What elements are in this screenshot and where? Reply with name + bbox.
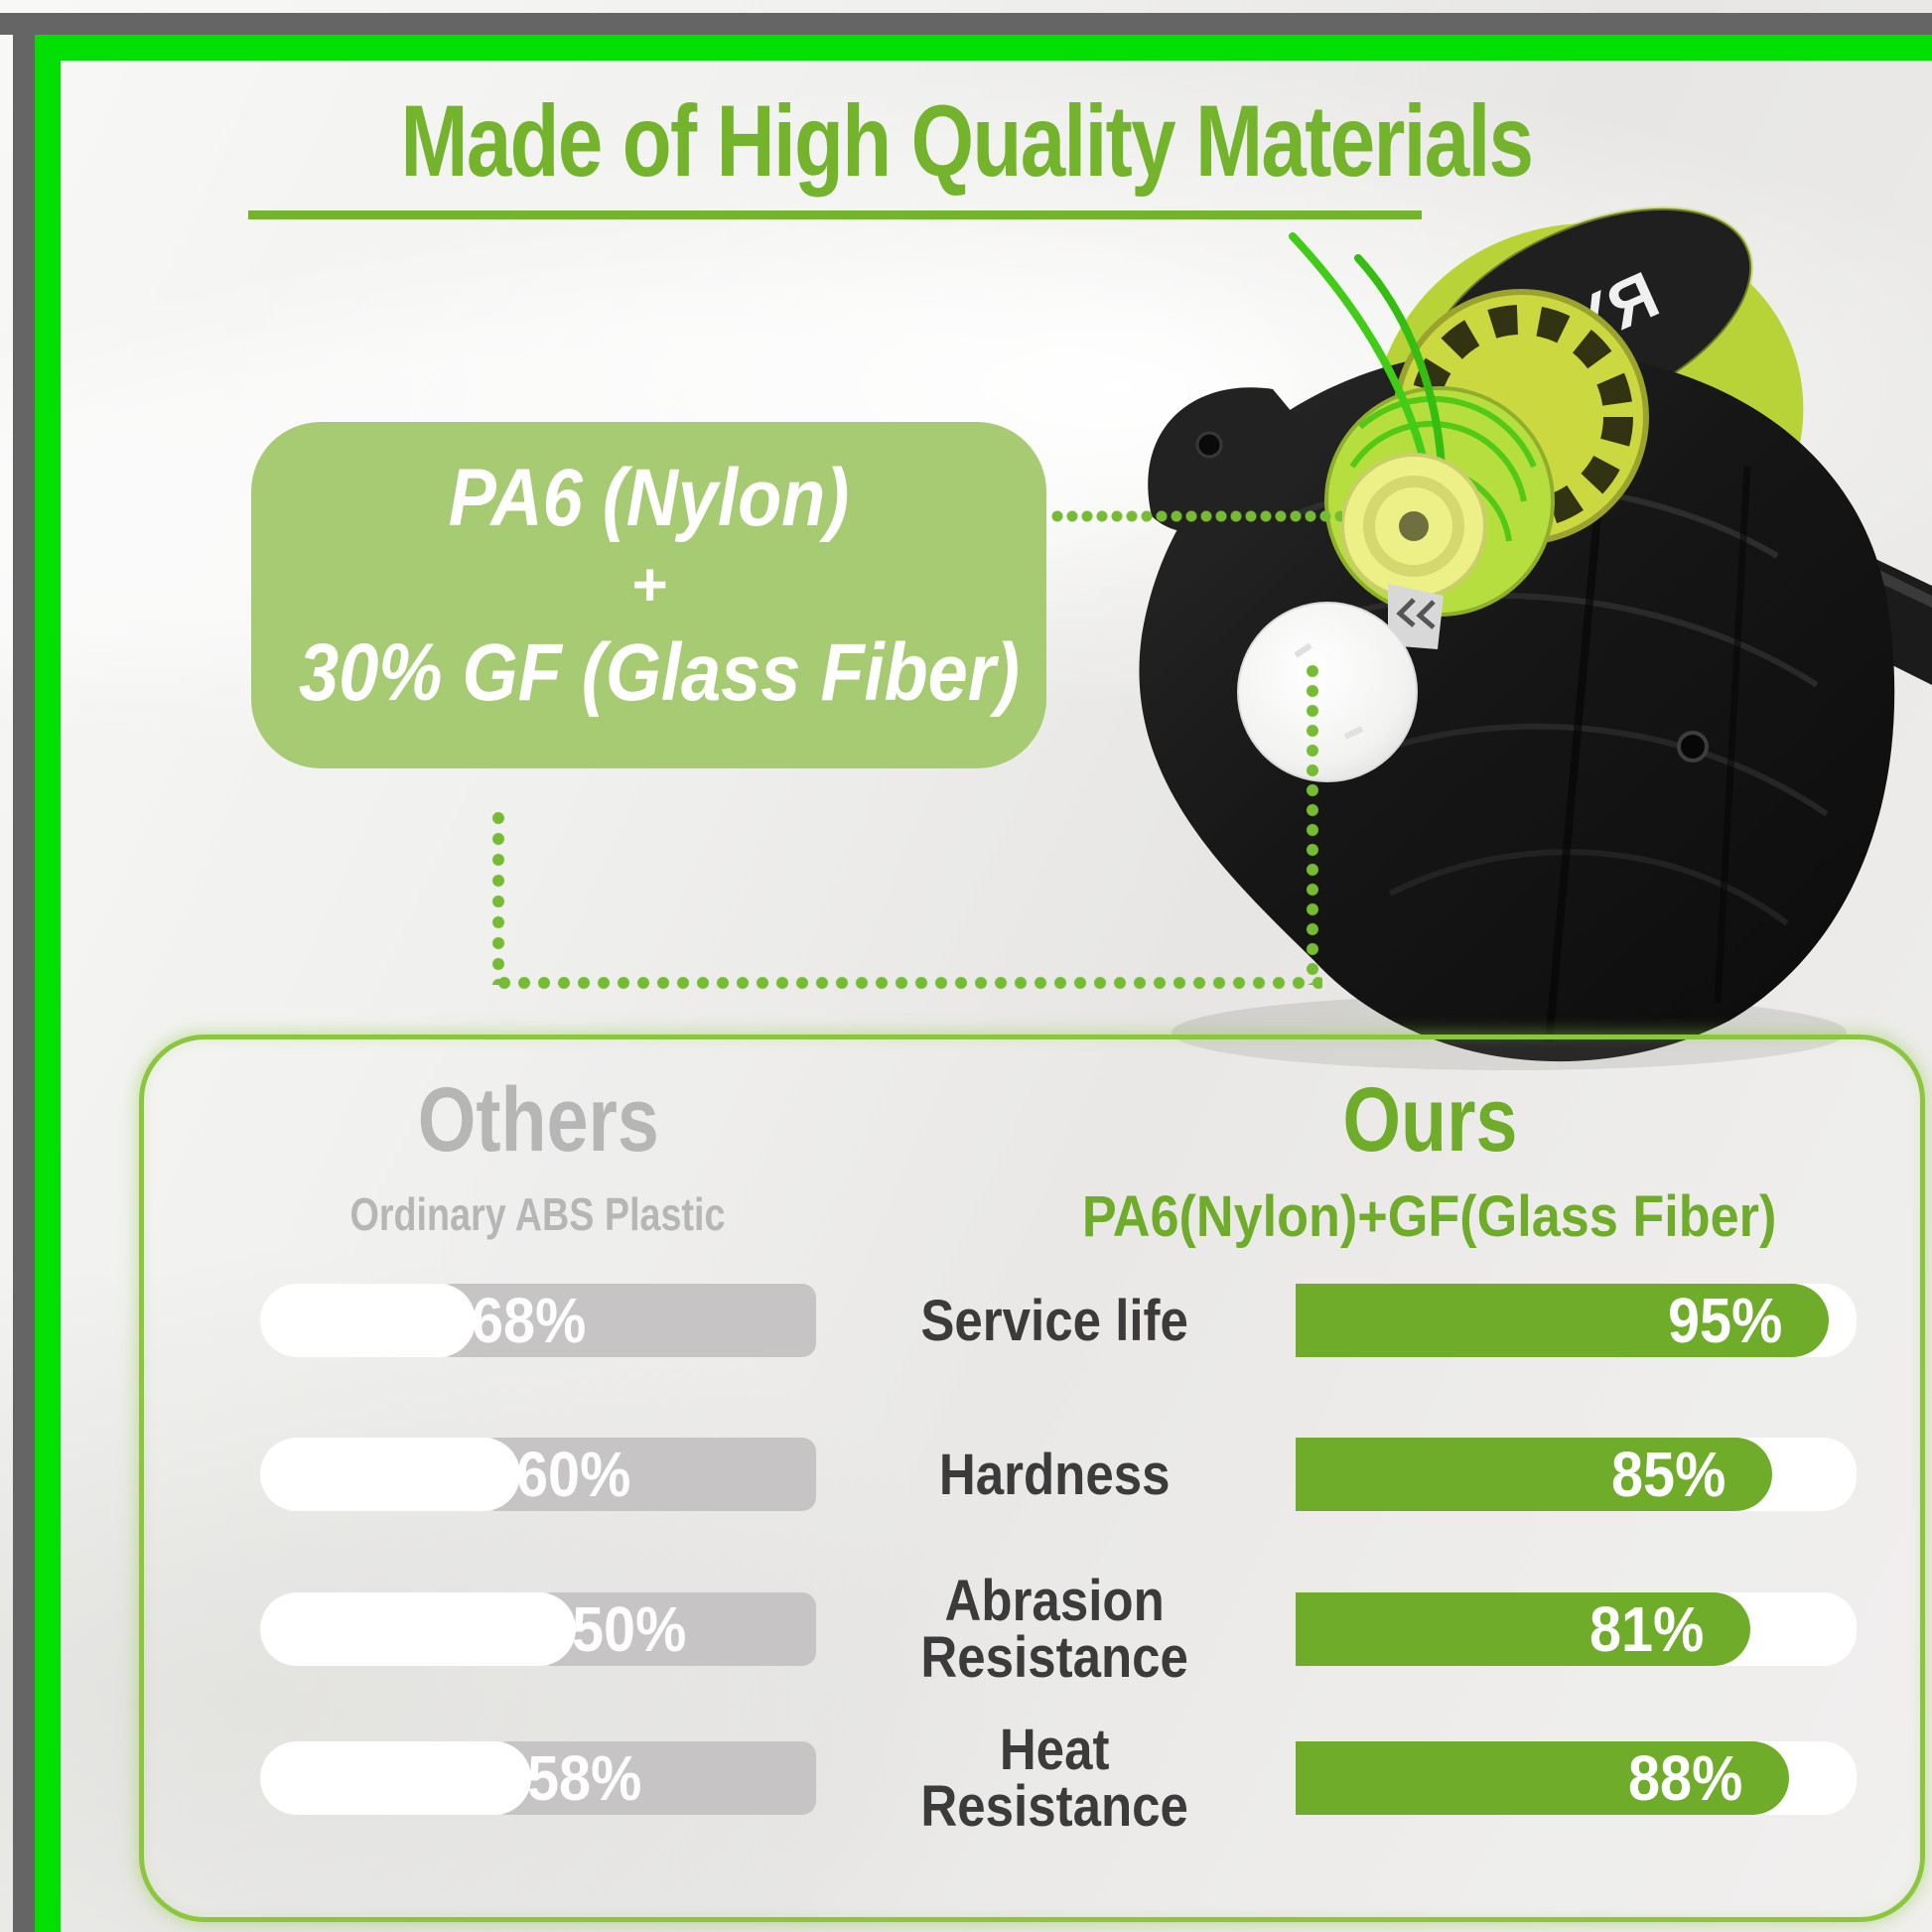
ours-bar-fill: 81%: [1296, 1592, 1750, 1666]
ours-header: Ours: [1152, 1068, 1708, 1173]
spool-cap-ring: [1363, 476, 1464, 577]
others-header-text: Others: [417, 1069, 659, 1171]
others-bar-cap: [260, 1284, 476, 1357]
white-cap-tab: [1388, 584, 1444, 649]
others-bar-value: 60%: [516, 1439, 631, 1510]
comparison-row: 60% Hardness 85%: [0, 1438, 1932, 1511]
comparison-row: 68% Service life 95%: [0, 1284, 1932, 1357]
ours-bar-fill: 88%: [1296, 1741, 1789, 1815]
ours-bar-value: 81%: [1588, 1593, 1705, 1665]
ours-bar-value: 85%: [1610, 1439, 1726, 1510]
row-label: Abrasion Resistance: [816, 1571, 1293, 1688]
callout-line-1: PA6 (Nylon): [448, 453, 850, 543]
dotted-connector-left-vertical: [490, 808, 506, 985]
others-bar-value: 50%: [572, 1593, 687, 1665]
callout-plus: +: [630, 551, 667, 620]
guard-screw: [1677, 731, 1709, 762]
ours-bar-fill: 85%: [1296, 1438, 1772, 1511]
cap-chevrons-icon: [1396, 598, 1436, 629]
row-label-text: Heat Resistance: [920, 1718, 1188, 1839]
ours-bar: 95%: [1296, 1284, 1857, 1357]
row-label-text: Hardness: [938, 1442, 1171, 1507]
dotted-connector-bottom-horizontal: [494, 975, 1322, 991]
ours-bar-value: 88%: [1627, 1742, 1743, 1814]
row-label-text: Abrasion Resistance: [920, 1569, 1188, 1690]
ours-bar: 81%: [1296, 1592, 1857, 1666]
ours-header-text: Ours: [1341, 1069, 1518, 1171]
comparison-row: 58% Heat Resistance 88%: [0, 1722, 1932, 1836]
spool-line-coil: [1358, 396, 1537, 469]
row-label: Service life: [816, 1262, 1293, 1379]
others-bar-value: 58%: [527, 1742, 642, 1814]
guard-seam: [1714, 466, 1751, 1004]
ours-bar-value: 95%: [1667, 1285, 1783, 1356]
material-callout: PA6 (Nylon) + 30% GF (Glass Fiber): [251, 422, 1046, 768]
ours-subheader: PA6(Nylon)+GF(Glass Fiber): [1013, 1183, 1847, 1250]
trimmer-line: [1289, 232, 1430, 473]
others-bar-fill: [438, 1284, 816, 1357]
guard-rib: [1388, 849, 1789, 926]
others-bar: 60%: [260, 1438, 816, 1511]
others-bar: 50%: [260, 1592, 816, 1666]
guard-bracket: [1148, 387, 1322, 533]
row-label: Hardness: [816, 1416, 1293, 1533]
others-bar-cap: [260, 1592, 576, 1666]
callout-line-2: 30% GF (Glass Fiber): [299, 627, 1020, 718]
title-underline: [248, 210, 1422, 219]
others-bar-cap: [260, 1438, 520, 1511]
others-bar-fill: [538, 1592, 816, 1666]
dotted-connector-to-cap: [1305, 661, 1320, 985]
white-cap: [1237, 602, 1418, 782]
others-bar: 58%: [260, 1741, 816, 1815]
ours-bar: 88%: [1296, 1741, 1857, 1815]
others-bar-cap: [260, 1741, 531, 1815]
page-title: Made of High Quality Materials: [0, 83, 1932, 200]
ours-subheader-text: PA6(Nylon)+GF(Glass Fiber): [1082, 1184, 1777, 1249]
ours-bar: 85%: [1296, 1438, 1857, 1511]
frame-green-top: [35, 35, 1932, 61]
frame-gray-top: [0, 13, 1932, 35]
others-header: Others: [260, 1068, 816, 1173]
spool-line-coil: [1349, 421, 1527, 502]
frame-gray-left: [13, 13, 35, 1932]
white-cap-marks: [1294, 642, 1364, 740]
others-subheader: Ordinary ABS Plastic: [191, 1187, 886, 1241]
comparison-row: 50% Abrasion Resistance 81%: [0, 1573, 1932, 1687]
dotted-connector-to-spool: [1050, 508, 1342, 524]
row-label: Heat Resistance: [816, 1720, 1293, 1837]
ours-bar-fill: 95%: [1296, 1284, 1829, 1357]
others-bar-fill: [483, 1438, 816, 1511]
others-subheader-text: Ordinary ABS Plastic: [349, 1188, 727, 1240]
others-bar-fill: [493, 1741, 816, 1815]
bracket-screw: [1195, 431, 1223, 459]
trimmer-line: [1354, 254, 1446, 471]
row-label-text: Service life: [920, 1288, 1188, 1353]
others-bar: 68%: [260, 1284, 816, 1357]
page-title-text: Made of High Quality Materials: [400, 84, 1534, 198]
product-photo: OYЯ: [1139, 206, 1932, 1070]
spool-cap-hub: [1399, 511, 1429, 541]
others-bar-value: 68%: [472, 1285, 587, 1356]
frame-green-left: [35, 35, 61, 1932]
